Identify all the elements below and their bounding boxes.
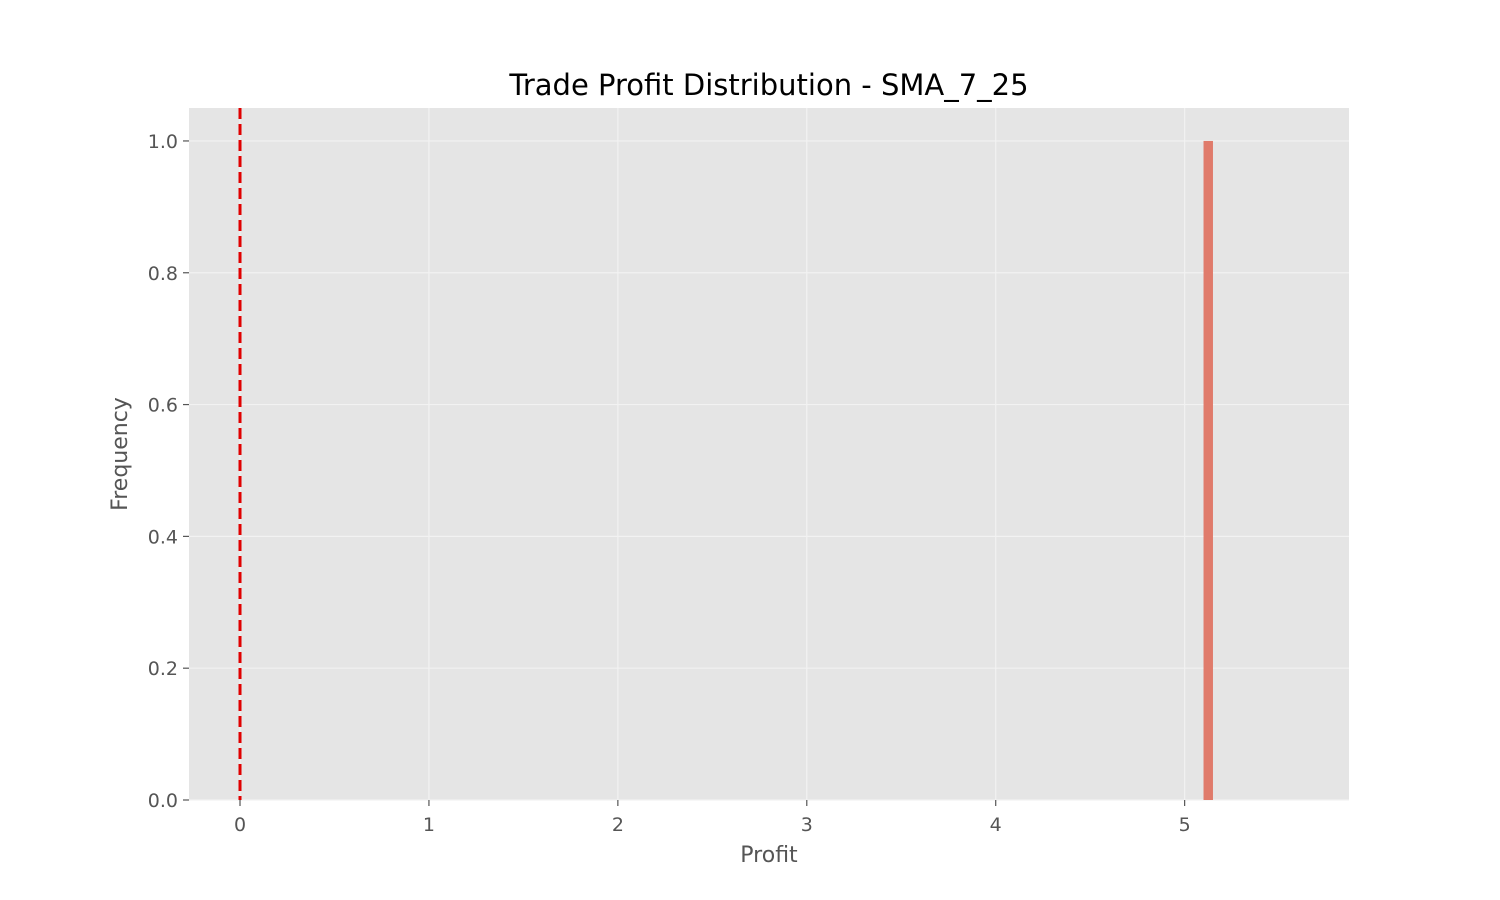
plot-background (189, 108, 1349, 800)
x-tick-label-3: 3 (801, 814, 813, 836)
histogram-bar-0 (1203, 140, 1213, 800)
x-axis-label: Profit (740, 843, 798, 868)
y-tick-label-5: 1.0 (148, 131, 178, 153)
y-tick-label-3: 0.6 (148, 395, 178, 417)
y-tick-label-2: 0.4 (148, 526, 178, 548)
y-tick-label-0: 0.0 (148, 790, 178, 812)
chart-title: Trade Profit Distribution - SMA_7_25 (508, 68, 1028, 102)
y-tick-label-1: 0.2 (148, 658, 178, 680)
x-tick-label-0: 0 (234, 814, 246, 836)
x-tick-label-5: 5 (1179, 814, 1191, 836)
x-axis-ticks: 0 1 2 3 4 5 (234, 800, 1191, 836)
x-tick-label-4: 4 (990, 814, 1002, 836)
histogram-bars (1203, 140, 1213, 800)
y-tick-label-4: 0.8 (148, 263, 178, 285)
x-tick-label-2: 2 (612, 814, 624, 836)
y-axis-ticks: 0.0 0.2 0.4 0.6 0.8 1.0 (148, 131, 189, 812)
x-tick-label-1: 1 (423, 814, 435, 836)
grid-lines (189, 108, 1349, 801)
y-axis-label: Frequency (108, 397, 133, 511)
